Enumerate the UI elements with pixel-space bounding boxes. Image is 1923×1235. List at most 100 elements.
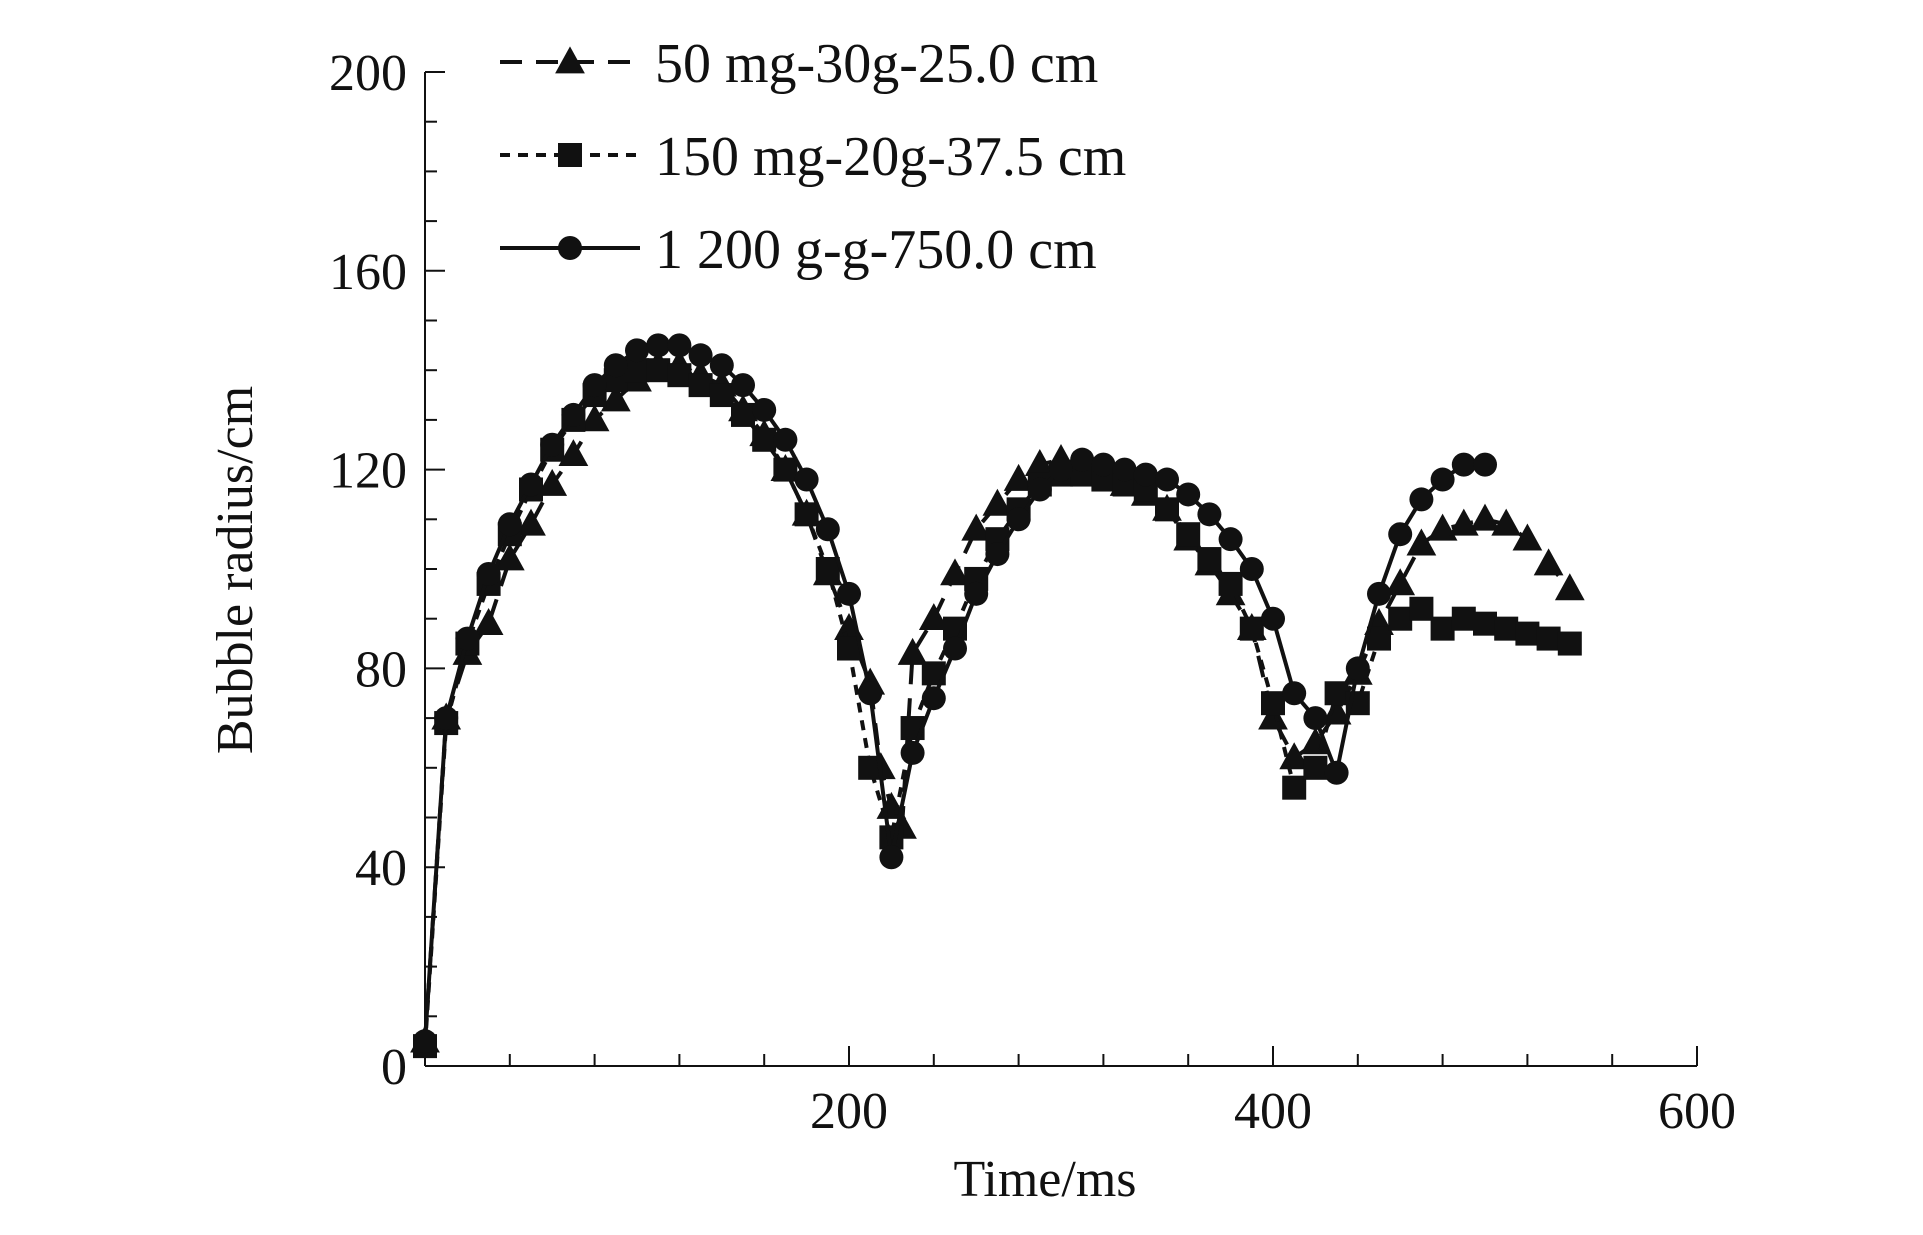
data-point-square [794, 502, 819, 527]
data-point-square [752, 427, 777, 452]
data-point-circle [603, 353, 628, 378]
data-point-triangle [1385, 568, 1416, 596]
data-point-circle [1218, 527, 1243, 552]
data-point-circle [1239, 557, 1264, 581]
y-tick-label: 40 [355, 840, 407, 897]
data-point-circle [519, 472, 543, 497]
data-point-triangle [982, 488, 1013, 516]
data-point-circle [667, 333, 692, 358]
data-point-triangle [579, 404, 610, 432]
data-point-circle [455, 626, 480, 651]
data-point-triangle [1321, 697, 1352, 725]
data-point-triangle [940, 558, 970, 586]
data-point-square [1218, 571, 1243, 596]
data-point-circle [582, 373, 607, 398]
series-line-triangle [423, 363, 1572, 1042]
data-point-circle [794, 467, 819, 492]
y-tick-label: 120 [329, 443, 407, 500]
data-point-triangle [1554, 573, 1585, 601]
data-point-square [1324, 681, 1349, 706]
y-tick-label: 0 [381, 1039, 407, 1096]
data-point-circle [858, 681, 883, 706]
series-triangle [410, 349, 1585, 1053]
data-point-circle [413, 1029, 437, 1054]
y-tick-label: 80 [355, 641, 407, 698]
data-point-circle [1345, 656, 1370, 681]
y-axis-title: Bubble radius/cm [207, 386, 264, 754]
x-tick-label: 600 [1658, 1083, 1736, 1140]
data-point-triangle [897, 637, 928, 665]
data-point-circle [943, 636, 967, 661]
data-point-triangle [1406, 528, 1437, 556]
legend: 50 mg-30g-25.0 cm 150 mg-20g-37.5 cm 1 200… [500, 33, 1126, 281]
data-point-circle [1176, 482, 1201, 507]
series-circle [413, 333, 1497, 1054]
data-point-square [646, 358, 671, 383]
data-point-triangle [961, 513, 992, 541]
data-point-triangle [1491, 508, 1522, 536]
data-point-square [1176, 522, 1201, 547]
data-point-circle [646, 333, 671, 358]
data-point-triangle [918, 603, 949, 631]
data-point-circle [1197, 502, 1222, 527]
x-tick-label: 200 [810, 1083, 888, 1140]
data-point-circle [1261, 606, 1285, 631]
data-point-circle [540, 432, 565, 457]
legend-label: 50 mg-30g-25.0 cm [655, 33, 1098, 95]
data-point-triangle [1470, 503, 1500, 531]
data-point-circle [1324, 760, 1349, 785]
data-point-square [815, 557, 840, 581]
data-point-circle [1430, 467, 1455, 492]
data-point-square [1473, 611, 1497, 636]
data-point-circle [1091, 452, 1116, 477]
data-point-circle [1133, 462, 1158, 487]
data-point-circle [688, 343, 713, 368]
data-point-square [1155, 497, 1179, 522]
data-point-circle [837, 581, 861, 606]
data-point-circle [709, 353, 734, 378]
data-point-circle [1049, 457, 1073, 482]
data-point-circle [1006, 507, 1031, 532]
y-tick-label: 160 [329, 244, 407, 301]
data-point-square [1451, 606, 1476, 631]
data-point-square [1261, 691, 1285, 716]
legend-label: 150 mg-20g-37.5 cm [655, 126, 1126, 188]
data-point-circle [1112, 457, 1137, 482]
data-point-circle [1388, 522, 1413, 547]
data-point-circle [1367, 581, 1391, 606]
data-point-circle [773, 427, 798, 452]
data-point-circle [731, 373, 755, 398]
data-point-triangle [473, 608, 504, 636]
data-point-triangle [1258, 702, 1288, 730]
data-point-triangle [1003, 463, 1034, 491]
data-point-triangle [1448, 508, 1479, 536]
data-point-circle [1070, 447, 1095, 472]
data-point-circle [921, 686, 946, 711]
legend-entry: 50 mg-30g-25.0 cm [500, 33, 1098, 95]
data-point-square [709, 383, 734, 408]
x-axis-title: Time/ms [953, 1151, 1136, 1208]
legend-label: 1 200 g-g-750.0 cm [655, 219, 1097, 281]
data-point-square [1197, 547, 1222, 572]
legend-marker-triangle [555, 46, 585, 74]
data-point-circle [815, 517, 840, 542]
data-point-triangle [537, 468, 568, 496]
data-point-square [688, 373, 713, 398]
data-point-triangle [1279, 742, 1310, 770]
legend-marker-circle [558, 236, 582, 260]
data-point-circle [1027, 477, 1052, 502]
data-point-circle [1155, 467, 1179, 492]
data-point-triangle [516, 508, 546, 536]
legend-marker-square [558, 143, 582, 167]
data-point-circle [964, 581, 989, 606]
data-point-circle [476, 561, 501, 586]
legend-entry: 150 mg-20g-37.5 cm [500, 126, 1126, 188]
series-square [413, 358, 1582, 1059]
data-point-circle [625, 338, 649, 363]
data-point-circle [561, 402, 586, 427]
data-point-square [773, 457, 798, 482]
data-point-square [1515, 621, 1540, 646]
data-point-triangle [600, 384, 631, 412]
data-point-circle [1303, 706, 1328, 731]
